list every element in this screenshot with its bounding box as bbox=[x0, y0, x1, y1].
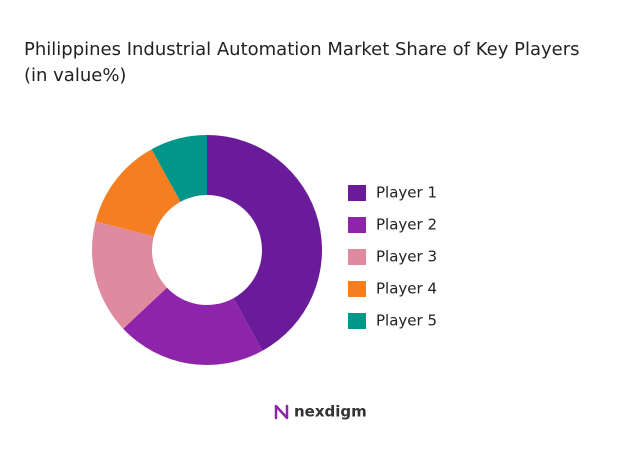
brand-icon bbox=[274, 404, 289, 420]
legend-label: Player 4 bbox=[376, 280, 437, 298]
legend-label: Player 5 bbox=[376, 312, 437, 330]
legend-label: Player 3 bbox=[376, 248, 437, 266]
brand-name: nexdigm bbox=[294, 403, 367, 421]
donut-slice bbox=[92, 221, 167, 329]
donut-slice bbox=[95, 149, 181, 237]
donut-slice bbox=[151, 135, 207, 202]
donut-slice bbox=[207, 135, 322, 351]
legend-swatch bbox=[348, 217, 366, 233]
brand-logo: nexdigm bbox=[274, 403, 367, 421]
donut-slice bbox=[123, 287, 263, 365]
legend-swatch bbox=[348, 249, 366, 265]
legend-label: Player 1 bbox=[376, 184, 437, 202]
legend-swatch bbox=[348, 281, 366, 297]
chart-title: Philippines Industrial Automation Market… bbox=[24, 39, 579, 60]
chart-subtitle: (in value%) bbox=[24, 65, 126, 86]
legend-label: Player 2 bbox=[376, 216, 437, 234]
legend-swatch bbox=[348, 313, 366, 329]
legend-swatch bbox=[348, 185, 366, 201]
